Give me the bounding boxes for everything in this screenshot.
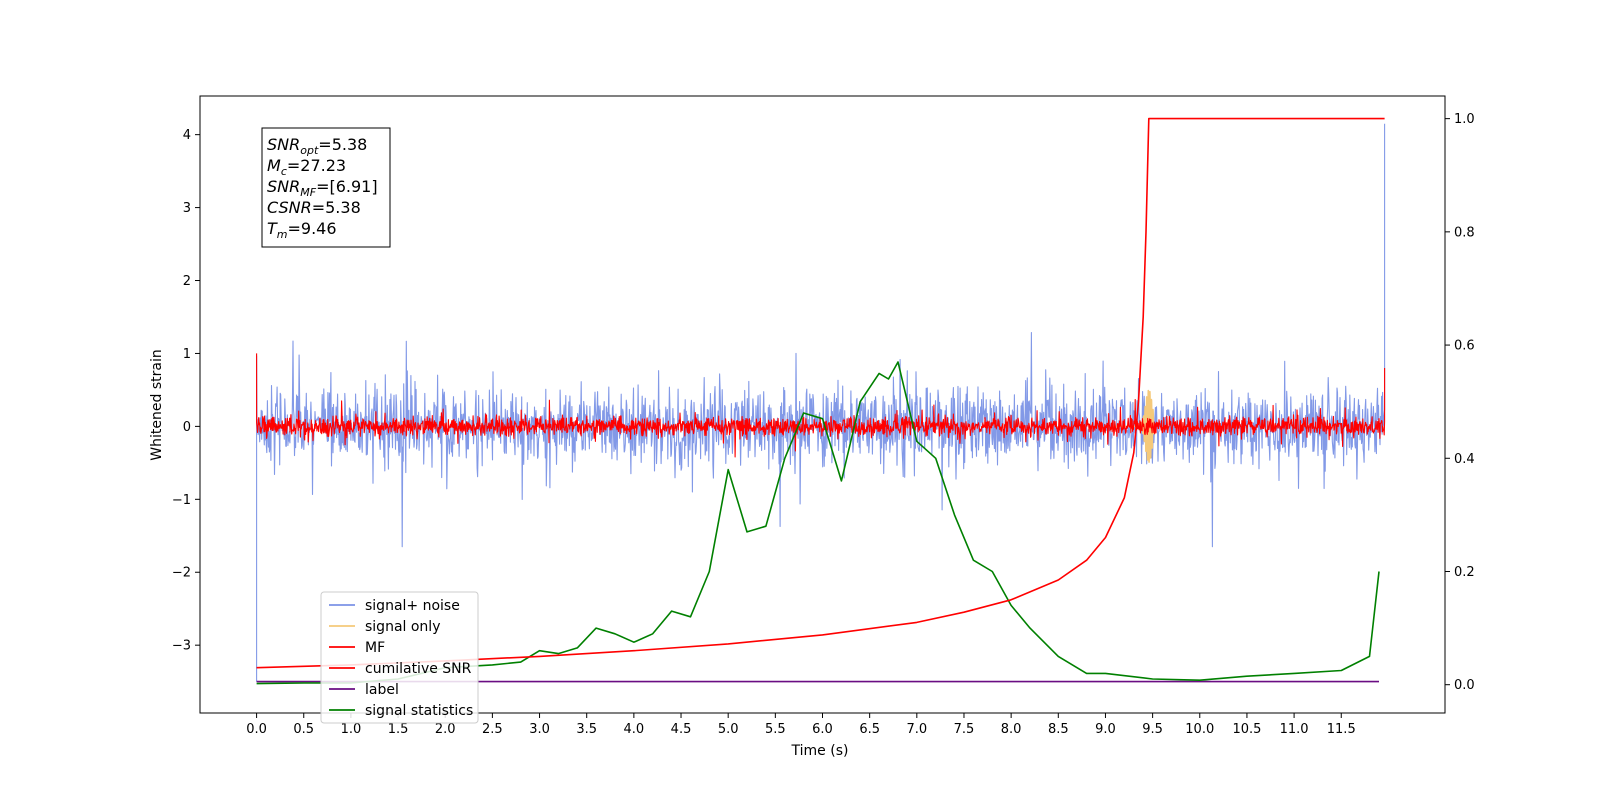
x-tick-label: 3.5 bbox=[576, 722, 597, 737]
legend-item: signal statistics bbox=[329, 703, 473, 719]
x-tick-label: 7.0 bbox=[906, 722, 927, 737]
legend-label: signal+ noise bbox=[365, 598, 460, 614]
x-tick-label: 10.0 bbox=[1185, 722, 1214, 737]
y2-tick-label: 0.4 bbox=[1454, 452, 1475, 467]
x-tick-label: 2.0 bbox=[435, 722, 456, 737]
y-axis-left: −3 −2 −1 0 1 2 3 4 bbox=[172, 128, 200, 654]
y-axis-right: 0.0 0.2 0.4 0.6 0.8 1.0 bbox=[1445, 112, 1475, 693]
y2-tick-label: 0.6 bbox=[1454, 339, 1475, 354]
x-tick-label: 4.0 bbox=[624, 722, 645, 737]
x-tick-label: 4.5 bbox=[671, 722, 692, 737]
x-tick-label: 5.5 bbox=[765, 722, 786, 737]
annotation-line: Mc=27.23 bbox=[267, 156, 346, 178]
x-tick-label: 3.0 bbox=[529, 722, 550, 737]
annotation-line: Tm=9.46 bbox=[267, 219, 337, 241]
x-tick-label: 5.0 bbox=[718, 722, 739, 737]
legend-item: signal+ noise bbox=[329, 598, 460, 614]
x-tick-label: 10.5 bbox=[1232, 722, 1261, 737]
y-axis-label: Whitened strain bbox=[149, 349, 165, 460]
legend: signal+ noise signal only MF cumilative SNR… bbox=[320, 591, 479, 724]
x-tick-label: 1.0 bbox=[341, 722, 362, 737]
legend-item: label bbox=[329, 682, 399, 698]
annotation-line: CSNR=5.38 bbox=[267, 198, 361, 217]
x-tick-label: 1.5 bbox=[388, 722, 409, 737]
x-tick-label: 9.5 bbox=[1142, 722, 1163, 737]
x-tick-label: 8.0 bbox=[1001, 722, 1022, 737]
legend-item: cumilative SNR bbox=[329, 661, 472, 677]
y-tick-label: −2 bbox=[172, 566, 191, 581]
series-line-mf bbox=[256, 353, 1386, 458]
x-tick-label: 0.5 bbox=[293, 722, 314, 737]
x-tick-label: 6.0 bbox=[812, 722, 833, 737]
legend-item: MF bbox=[329, 640, 385, 656]
legend-item: signal only bbox=[329, 619, 440, 635]
legend-label: MF bbox=[365, 640, 385, 656]
y2-tick-label: 1.0 bbox=[1454, 112, 1475, 127]
annotation-frame bbox=[261, 127, 391, 248]
series-line-signal-statistics bbox=[256, 361, 1380, 685]
y-tick-label: 3 bbox=[183, 201, 191, 216]
x-tick-label: 7.5 bbox=[954, 722, 975, 737]
legend-label: cumilative SNR bbox=[365, 661, 472, 677]
legend-frame bbox=[320, 591, 479, 724]
x-tick-label: 11.5 bbox=[1327, 722, 1356, 737]
y2-tick-label: 0.0 bbox=[1454, 678, 1475, 693]
y-tick-label: 0 bbox=[183, 420, 191, 435]
x-tick-label: 9.0 bbox=[1095, 722, 1116, 737]
legend-label: label bbox=[365, 682, 399, 698]
x-tick-label: 0.0 bbox=[246, 722, 267, 737]
y-tick-label: 2 bbox=[183, 274, 191, 289]
x-tick-label: 11.0 bbox=[1280, 722, 1309, 737]
annotation-line: SNRMF=[6.91] bbox=[267, 177, 378, 199]
legend-label: signal statistics bbox=[365, 703, 473, 719]
y2-tick-label: 0.8 bbox=[1454, 225, 1475, 240]
y-tick-label: −3 bbox=[172, 639, 191, 654]
x-tick-label: 2.5 bbox=[482, 722, 503, 737]
y-tick-label: −1 bbox=[172, 493, 191, 508]
y-tick-label: 4 bbox=[183, 128, 191, 143]
annotation-box: SNRopt=5.38Mc=27.23SNRMF=[6.91]CSNR=5.38… bbox=[261, 127, 391, 248]
y2-tick-label: 0.2 bbox=[1454, 565, 1475, 580]
x-axis-label: Time (s) bbox=[791, 743, 849, 759]
legend-label: signal only bbox=[365, 619, 440, 635]
x-tick-label: 8.5 bbox=[1048, 722, 1069, 737]
x-tick-label: 6.5 bbox=[859, 722, 880, 737]
y-tick-label: 1 bbox=[183, 347, 191, 362]
series-layer bbox=[256, 117, 1386, 685]
x-axis: 0.0 0.5 1.0 1.5 2.0 2.5 3.0 3.5 4.0 4.5 5.0 5.5 6.0 6… bbox=[246, 713, 1356, 737]
annotation-line: SNRopt=5.38 bbox=[267, 135, 367, 157]
series-line-cumilative-snr bbox=[256, 117, 1385, 669]
